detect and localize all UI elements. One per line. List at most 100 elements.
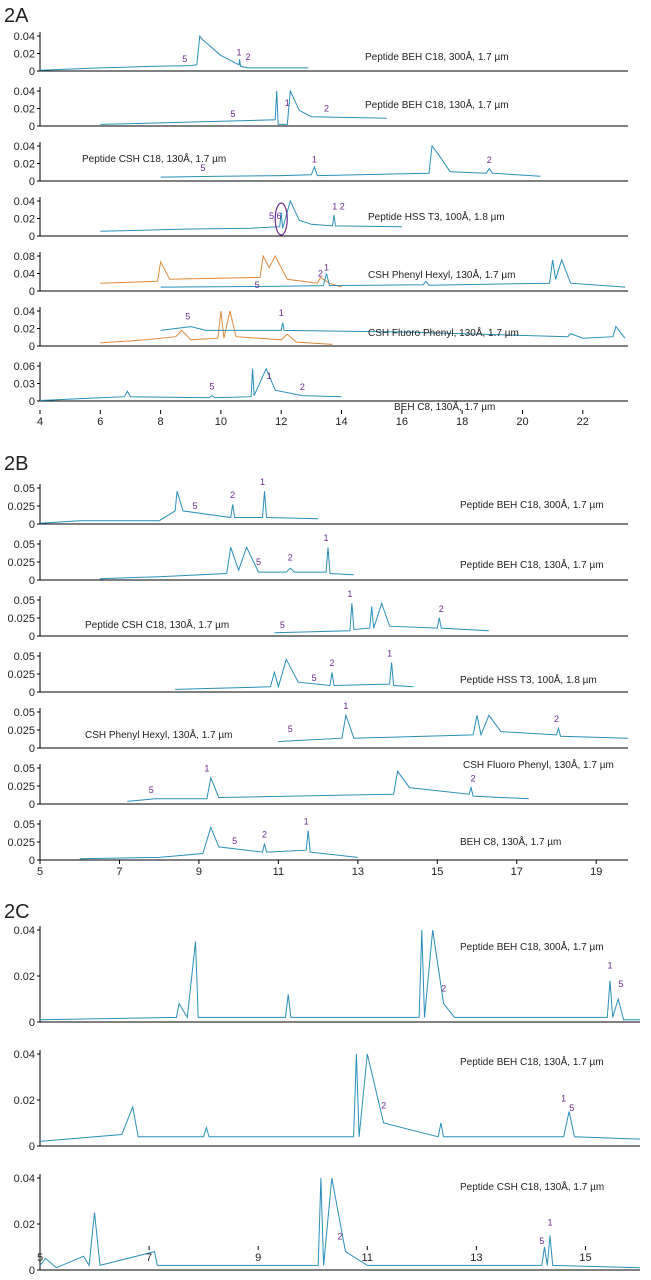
section-label-2B: 2B: [4, 453, 28, 475]
peak-label: 2: [324, 103, 329, 113]
peak-label: 1 2: [332, 202, 345, 212]
panel-label: Peptide CSH C18, 130Å, 1.7 µm: [85, 618, 229, 631]
y-tick-label: 0.06: [14, 361, 35, 373]
peak-label: 5: [569, 1103, 574, 1113]
x-tick-label: 8: [158, 416, 164, 428]
y-tick-label: 0.02: [14, 159, 35, 171]
y-tick-label: 0.025: [7, 725, 35, 737]
peak-label: 1: [267, 371, 272, 381]
x-tick-label: 10: [215, 416, 227, 428]
peak-label: 2: [337, 1231, 342, 1241]
panel-label: CSH Phenyl Hexyl, 130Å, 1.7 µm: [368, 268, 516, 281]
panel-label: Peptide BEH C18, 300Å, 1.7 µm: [365, 50, 509, 63]
trace-blue: [175, 657, 414, 690]
panel-label: Peptide BEH C18, 130Å, 1.7 µm: [460, 1055, 604, 1068]
trace-blue: [79, 825, 358, 860]
x-tick-label: 6: [97, 416, 103, 428]
y-tick-label: 0.025: [7, 501, 35, 513]
peak-label: 1: [347, 589, 352, 599]
peak-label: 2: [471, 773, 476, 783]
y-tick-label: 0.05: [14, 651, 35, 663]
y-tick-label: 0.025: [7, 781, 35, 793]
peak-label: 2: [318, 268, 323, 278]
y-tick-label: 0.02: [14, 49, 35, 61]
highlight-ellipse: [274, 202, 288, 236]
peak-label: 2: [300, 382, 305, 392]
y-tick-label: 0.05: [14, 595, 35, 607]
y-tick-label: 0.025: [7, 837, 35, 849]
panel-label: BEH C8, 130Å, 1.7 µm: [394, 400, 495, 413]
y-tick-label: 0: [29, 121, 35, 133]
y-tick-label: 0: [29, 176, 35, 188]
y-tick-label: 0.05: [14, 763, 35, 775]
peak-label: 2: [439, 604, 444, 614]
panel: 0 0.02 0.04 5 1 CSH Fluoro Phenyl, 130Å, 1.7 …: [14, 306, 628, 353]
peak-label: 1: [561, 1094, 566, 1104]
x-tick-label: 15: [431, 866, 443, 878]
trace-blue: [160, 144, 541, 178]
y-tick-label: 0.04: [14, 31, 35, 43]
panel-label: Peptide BEH C18, 130Å, 1.7 µm: [460, 558, 604, 571]
x-tick-label: 5: [37, 1252, 43, 1264]
y-tick-label: 0.08: [14, 251, 35, 263]
y-tick-label: 0: [29, 631, 35, 643]
panel: 0 0.025 0.05 5 1 2 Peptide CSH C18, 130Å, 1.7 …: [7, 589, 628, 643]
y-tick-label: 0.04: [14, 1173, 35, 1185]
trace-blue: [160, 322, 626, 339]
panel: 0 0.025 0.05 5 2 1 Peptide BEH C18, 300Å, 1.7 …: [7, 477, 628, 531]
peak-label: 2: [554, 714, 559, 724]
y-tick-label: 0.02: [14, 324, 35, 336]
panel: 0 0.02 0.04 5 1 2 Peptide BEH C18, 300Å, 1.7 µ…: [14, 31, 628, 78]
peak-label: 1: [237, 48, 242, 58]
x-tick-label: 9: [196, 866, 202, 878]
y-tick-label: 0.05: [14, 819, 35, 831]
panel-label: Peptide BEH C18, 130Å, 1.7 µm: [365, 98, 509, 111]
section-label-2C: 2C: [4, 901, 30, 923]
peak-label: 5: [539, 1236, 544, 1246]
trace-blue: [278, 713, 629, 742]
y-tick-label: 0.04: [14, 925, 35, 937]
y-tick-label: 0.04: [14, 306, 35, 318]
peak-label: 1: [204, 764, 209, 774]
y-tick-label: 0.05: [14, 707, 35, 719]
trace-blue: [39, 929, 640, 1021]
panel-label: CSH Fluoro Phenyl, 130Å, 1.7 µm: [368, 326, 519, 339]
x-tick-label: 15: [579, 1252, 591, 1264]
peak-label: 5: [256, 557, 261, 567]
x-tick-label: 13: [470, 1252, 482, 1264]
x-tick-label: 7: [146, 1252, 152, 1264]
peak-label: 1: [324, 263, 329, 273]
peak-label: 5: [288, 724, 293, 734]
y-tick-label: 0.05: [14, 539, 35, 551]
y-tick-label: 0: [29, 231, 35, 243]
panel: 0 0.025 0.05 5 1 2 CSH Phenyl Hexyl, 130Å, 1.7…: [7, 701, 629, 755]
trace-blue: [127, 770, 529, 802]
panel-label: Peptide BEH C18, 300Å, 1.7 µm: [460, 498, 604, 511]
y-tick-label: 0.02: [14, 214, 35, 226]
x-tick-label: 17: [511, 866, 523, 878]
trace-orange: [100, 254, 342, 288]
panel-label: CSH Fluoro Phenyl, 130Å, 1.7 µm: [463, 758, 614, 771]
peak-label: 5: [280, 620, 285, 630]
trace-blue: [274, 601, 489, 634]
y-tick-label: 0: [29, 575, 35, 587]
y-tick-label: 0.025: [7, 613, 35, 625]
y-tick-label: 0.02: [14, 1095, 35, 1107]
x-tick-label: 7: [116, 866, 122, 878]
peak-label: 1: [312, 154, 317, 164]
peak-label: 5: [192, 501, 197, 511]
x-tick-label: 18: [456, 416, 468, 428]
trace-orange: [100, 310, 333, 345]
x-tick-label: 16: [396, 416, 408, 428]
peak-label: 1: [260, 477, 265, 487]
y-tick-label: 0.04: [14, 269, 35, 281]
panel-label: Peptide HSS T3, 100Å, 1.8 µm: [368, 210, 505, 223]
peak-label: 5: [312, 673, 317, 683]
peak-label: 2: [487, 155, 492, 165]
peak-label: 2: [441, 983, 446, 993]
panel: 0 0.025 0.05 5 2 1 Peptide BEH C18, 130Å, 1.7 …: [7, 533, 628, 587]
y-tick-label: 0.025: [7, 557, 35, 569]
x-tick-label: 14: [335, 416, 347, 428]
y-tick-label: 0.02: [14, 104, 35, 116]
